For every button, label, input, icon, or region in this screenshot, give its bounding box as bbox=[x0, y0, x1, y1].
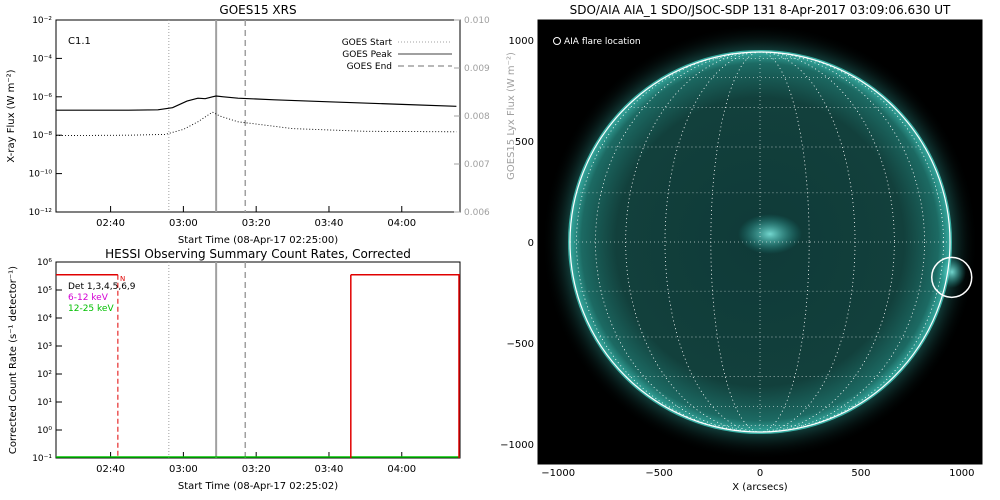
goes-panel: GOES15 XRS 02:40 03:00 03:20 03:40 04:00 10⁻… bbox=[6, 3, 517, 246]
goes-event-lines bbox=[168, 20, 247, 212]
hessi-legend-label: 6-12 keV bbox=[68, 293, 109, 303]
goes-ylabel-right: GOES15 Lyx Flux (W m⁻²) bbox=[506, 52, 517, 180]
aia-xlabel: X (arcsecs) bbox=[732, 482, 788, 493]
aia-x-ticks: −1000 −500 0 500 1000 bbox=[541, 458, 975, 479]
goes-right-y-tick-label: 0.007 bbox=[464, 160, 490, 170]
aia-active-region bbox=[738, 214, 802, 254]
goes-y-tick-label: 10⁻¹⁰ bbox=[29, 170, 53, 180]
goes-series bbox=[55, 95, 457, 137]
aia-limb-circle bbox=[569, 51, 951, 433]
goes-x-tick-label: 03:40 bbox=[315, 218, 344, 229]
hessi-series bbox=[56, 274, 460, 458]
hessi-xlabel: Start Time (08-Apr-17 02:25:02) bbox=[178, 481, 338, 492]
goes-long-channel-line bbox=[56, 95, 457, 111]
goes-x-tick-label: 04:00 bbox=[387, 218, 416, 229]
hessi-panel: HESSI Observing Summary Count Rates, Cor… bbox=[8, 247, 461, 492]
aia-y-tick-label: 0 bbox=[528, 238, 534, 249]
hessi-y-tick-label: 10⁶ bbox=[37, 258, 52, 268]
aia-y-tick-label: 500 bbox=[515, 137, 534, 148]
goes-short-channel-line bbox=[55, 111, 457, 137]
aia-title: SDO/AIA AIA_1 SDO/JSOC-SDP 131 8-Apr-201… bbox=[570, 3, 951, 17]
goes-x-tick-label: 03:20 bbox=[242, 218, 271, 229]
hessi-x-tick-label: 03:20 bbox=[242, 464, 271, 475]
goes-y-tick-label: 10⁻² bbox=[32, 16, 52, 26]
aia-y-ticks: 1000 500 0 −500 −1000 bbox=[500, 36, 544, 451]
goes-legend-label: GOES Start bbox=[342, 38, 393, 48]
aia-x-tick-label: −1000 bbox=[541, 468, 575, 479]
hessi-y-tick-label: 10⁵ bbox=[37, 286, 52, 296]
goes-xlabel: Start Time (08-Apr-17 02:25:00) bbox=[178, 235, 338, 246]
hessi-event-lines bbox=[168, 262, 247, 458]
goes-y-tick-label: 10⁻¹² bbox=[29, 208, 53, 218]
goes-x-tick-label: 03:00 bbox=[169, 218, 198, 229]
goes-x-ticks: 02:40 03:00 03:20 03:40 04:00 bbox=[96, 206, 416, 229]
aia-panel: SDO/AIA AIA_1 SDO/JSOC-SDP 131 8-Apr-201… bbox=[500, 3, 983, 493]
goes-right-y-tick-label: 0.008 bbox=[464, 112, 490, 122]
aia-x-tick-label: 500 bbox=[851, 468, 870, 479]
hessi-marker: N bbox=[120, 275, 125, 283]
hessi-legend-label: Det 1,3,4,5,6,9 bbox=[68, 282, 136, 292]
hessi-title: HESSI Observing Summary Count Rates, Cor… bbox=[105, 247, 411, 261]
hessi-y-tick-label: 10⁴ bbox=[37, 314, 52, 324]
goes-right-y-tick-label: 0.010 bbox=[464, 16, 490, 26]
hessi-x-tick-label: 03:00 bbox=[169, 464, 198, 475]
hessi-y-tick-label: 10¹ bbox=[37, 398, 52, 408]
hessi-x-tick-label: 02:40 bbox=[96, 464, 125, 475]
hessi-x-ticks: 02:40 03:00 03:20 03:40 04:00 bbox=[96, 452, 416, 475]
goes-plot-frame bbox=[55, 19, 461, 213]
goes-y-tick-label: 10⁻⁶ bbox=[32, 93, 52, 103]
aia-x-tick-label: 0 bbox=[757, 468, 763, 479]
hessi-y-tick-label: 10⁻¹ bbox=[32, 454, 52, 464]
aia-flare-location-circle bbox=[930, 256, 973, 299]
hessi-y-tick-label: 10² bbox=[37, 370, 52, 380]
goes-flare-class: C1.1 bbox=[68, 36, 91, 47]
aia-x-tick-label: −500 bbox=[645, 468, 672, 479]
hessi-x-tick-label: 03:40 bbox=[315, 464, 344, 475]
goes-right-y-tick-label: 0.006 bbox=[464, 208, 490, 218]
aia-y-tick-label: 1000 bbox=[509, 36, 534, 47]
goes-right-y-tick-label: 0.009 bbox=[464, 64, 490, 74]
hessi-y-tick-label: 10³ bbox=[37, 342, 52, 352]
hessi-plot-frame bbox=[55, 261, 461, 459]
goes-legend: GOES Start GOES Peak GOES End bbox=[342, 38, 452, 72]
hessi-x-tick-label: 04:00 bbox=[387, 464, 416, 475]
goes-y-ticks: 10⁻¹² 10⁻¹⁰ 10⁻⁸ 10⁻⁶ 10⁻⁴ 10⁻² bbox=[29, 16, 62, 218]
goes-legend-label: GOES Peak bbox=[342, 50, 392, 60]
aia-legend-symbol bbox=[553, 37, 561, 45]
hessi-ylabel: Corrected Count Rate (s⁻¹ detector⁻¹) bbox=[8, 266, 19, 454]
goes-x-tick-label: 02:40 bbox=[96, 218, 125, 229]
hessi-legend-label: 12-25 keV bbox=[68, 304, 114, 314]
aia-legend-label: AIA flare location bbox=[564, 37, 641, 47]
goes-ylabel: X-ray Flux (W m⁻²) bbox=[6, 69, 17, 162]
aia-sun-image bbox=[542, 24, 978, 460]
aia-y-tick-label: −500 bbox=[507, 339, 534, 350]
goes-y-tick-label: 10⁻⁸ bbox=[32, 131, 52, 141]
goes-legend-label: GOES End bbox=[347, 62, 392, 72]
hessi-y-tick-label: 10⁰ bbox=[37, 426, 52, 436]
hessi-y-ticks: 10⁻¹ 10⁰ 10¹ 10² 10³ 10⁴ 10⁵ 10⁶ bbox=[32, 258, 62, 464]
goes-y-tick-label: 10⁻⁴ bbox=[32, 54, 52, 64]
aia-y-tick-label: −1000 bbox=[500, 440, 534, 451]
goes-title: GOES15 XRS bbox=[219, 3, 296, 17]
goes-right-y-ticks: 0.006 0.007 0.008 0.009 0.010 bbox=[454, 16, 490, 218]
aia-x-tick-label: 1000 bbox=[949, 468, 974, 479]
